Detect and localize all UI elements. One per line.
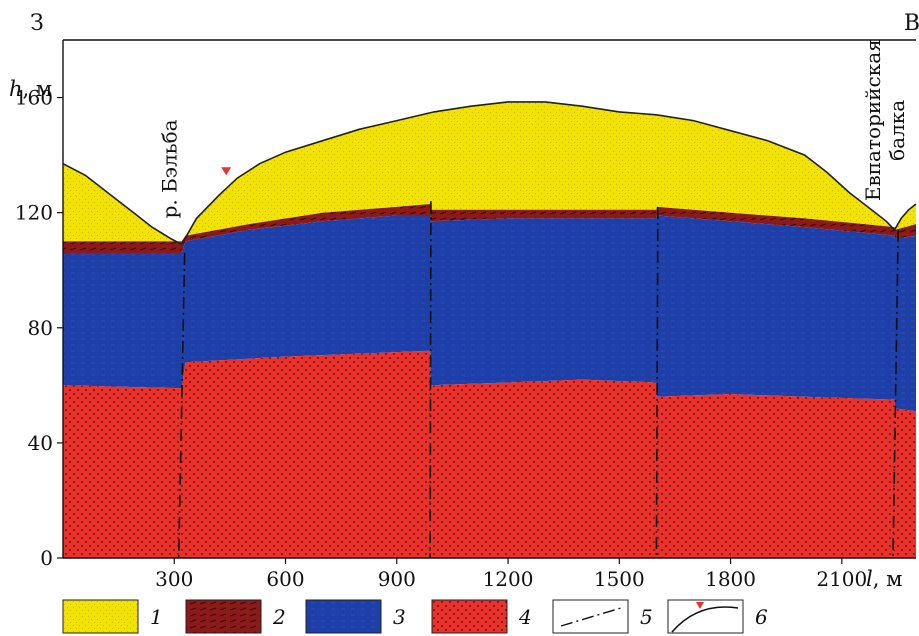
fault-line-3 <box>655 206 659 559</box>
legend-number-5: 5 <box>640 605 653 629</box>
legend-number-4: 4 <box>518 605 532 629</box>
legend-swatch-6 <box>667 599 744 634</box>
x-tick-label: 600 <box>266 567 304 591</box>
fault-line-1 <box>177 252 186 559</box>
direction-west: З <box>30 11 44 36</box>
legend-swatch-3 <box>305 599 382 634</box>
x-axis-label: l, м <box>866 567 902 591</box>
legend-swatch-2 <box>185 599 262 634</box>
y-tick-label: 0 <box>40 546 53 570</box>
legend-marker-symbol <box>696 602 704 609</box>
fault-line-4 <box>892 229 899 559</box>
legend: 1 2 3 4 5 6 <box>62 599 768 634</box>
layer-1-area <box>63 101 916 245</box>
y-tick-label: 80 <box>28 316 53 340</box>
surface-line <box>62 101 917 246</box>
evpatoria-balka-label-line2: балка <box>885 100 909 161</box>
chart-labels: З Вh, м l, м р. Бэльба Евпаторийская балка <box>9 11 919 591</box>
legend-swatch-4 <box>431 599 508 634</box>
fault-lines <box>177 201 899 559</box>
legend-number-6: 6 <box>755 605 768 629</box>
y-tick-label: 40 <box>28 431 53 455</box>
groundwater-marker <box>221 167 232 176</box>
layer-4-area <box>63 350 916 558</box>
layer-3-area <box>63 215 916 412</box>
axis-ticks: 0 40 80 120 160 300 600 900 1200 1500 1800 2100 <box>15 86 867 591</box>
legend-number-3: 3 <box>393 605 406 629</box>
x-tick-label: 1200 <box>483 567 534 591</box>
y-axis-label: h, м <box>9 77 52 101</box>
plot-frame <box>62 39 916 559</box>
legend-number-1: 1 <box>150 605 163 629</box>
evpatoria-balka-label-line1: Евпаторийская <box>861 39 885 201</box>
fault-line-2 <box>429 201 432 559</box>
layer-areas <box>63 101 916 558</box>
legend-number-2: 2 <box>272 605 286 629</box>
x-tick-label: 1500 <box>594 567 645 591</box>
legend-swatch-1 <box>62 599 139 634</box>
y-tick-label: 120 <box>15 201 53 225</box>
surface-profile-line <box>62 101 917 246</box>
x-tick-label: 300 <box>155 567 193 591</box>
direction-east: В <box>904 11 919 36</box>
legend-fault-symbol <box>560 607 622 627</box>
x-tick-label: 1800 <box>705 567 756 591</box>
y-tick-label: 160 <box>15 86 53 110</box>
x-tick-label: 900 <box>378 567 416 591</box>
x-tick-label: 2100 <box>816 567 867 591</box>
legend-surface-symbol <box>671 606 739 633</box>
layer-2-area <box>63 204 916 253</box>
river-belba-label: р. Бэльба <box>158 119 182 218</box>
